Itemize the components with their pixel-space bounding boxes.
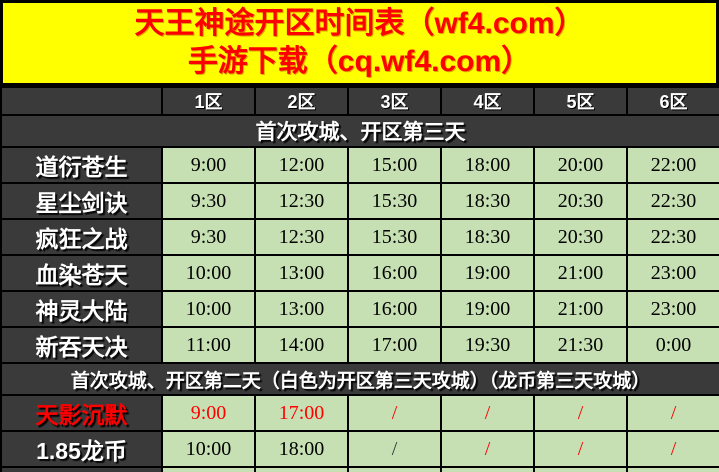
time-cell: 13:00 (254, 290, 349, 328)
zone-header-2: 2区 (254, 86, 349, 116)
time-cell: / (626, 430, 719, 468)
game-row: 疯狂之战 9:30 12:30 15:30 18:30 20:30 22:30 (0, 218, 719, 256)
zone-header-row: 1区 2区 3区 4区 5区 6区 (0, 86, 719, 116)
section1-title-row: 首次攻城、开区第三天 (0, 114, 719, 148)
game-name: 神灵大陆 (0, 290, 163, 328)
time-cell: / (440, 430, 535, 468)
time-cell: 23:00 (626, 290, 719, 328)
game-name: 疯狂之战 (0, 218, 163, 256)
time-cell: 21:00 (533, 254, 628, 292)
time-cell: 16:00 (347, 290, 442, 328)
game-name: 1.85龙币 (0, 430, 163, 468)
time-cell: 9:30 (161, 218, 256, 256)
time-cell: / (533, 430, 628, 468)
game-row: 道衍苍生 9:00 12:00 15:00 18:00 20:00 22:00 (0, 146, 719, 184)
schedule-table-body: 1区 2区 3区 4区 5区 6区 首次攻城、开区第三天 道衍苍生 9:00 12:00 15:00… (0, 86, 719, 472)
game-row: 新吞天决 11:00 14:00 17:00 19:30 21:30 0:00 (0, 326, 719, 364)
time-cell: 18:00 (440, 146, 535, 184)
time-cell: 9:00 (161, 394, 256, 432)
time-cell: 17:00 (347, 326, 442, 364)
time-cell: 17:00 (254, 394, 349, 432)
time-cell: 18:30 (440, 182, 535, 220)
time-cell: / (347, 394, 442, 432)
time-cell: 20:30 (533, 218, 628, 256)
time-cell: 20:00 (533, 146, 628, 184)
game-name: 星尘剑诀 (0, 182, 163, 220)
time-cell: 19:00 (440, 254, 535, 292)
time-cell: / (347, 430, 442, 468)
game-name: 天影沉默 (0, 394, 163, 432)
section1-title: 首次攻城、开区第三天 (0, 114, 719, 148)
time-cell: 0:00 (626, 326, 719, 364)
time-cell: / (347, 466, 442, 472)
time-cell: 19:00 (440, 290, 535, 328)
time-cell: 10:00 (161, 290, 256, 328)
time-cell: / (533, 466, 628, 472)
corner-cell (0, 86, 163, 116)
time-cell: 22:30 (626, 218, 719, 256)
time-cell: 11:00 (161, 326, 256, 364)
time-cell: 19:00 (254, 466, 349, 472)
time-cell: 10:00 (161, 254, 256, 292)
time-cell: / (440, 394, 535, 432)
game-name: 新吞天决 (0, 326, 163, 364)
time-cell: 22:30 (626, 182, 719, 220)
game-name: 道衍苍生 (0, 146, 163, 184)
time-cell: 10:00 (161, 430, 256, 468)
schedule-table: 1区 2区 3区 4区 5区 6区 首次攻城、开区第三天 道衍苍生 9:00 12:00 15:00… (0, 86, 719, 472)
section2-title: 首次攻城、开区第二天（白色为开区第三天攻城）（龙币第三天攻城） (0, 362, 719, 396)
game-name: 血染苍天 (0, 254, 163, 292)
time-cell: 11:00 (161, 466, 256, 472)
game-row: 天影沉默 9:00 17:00// / / (0, 394, 719, 432)
time-cell: 20:30 (533, 182, 628, 220)
time-cell: 13:00 (254, 254, 349, 292)
time-cell: 15:30 (347, 182, 442, 220)
time-cell: 12:00 (254, 146, 349, 184)
time-cell: 21:00 (533, 290, 628, 328)
time-cell: 16:00 (347, 254, 442, 292)
game-row: 1.85龙币 10:00 18:00// / / (0, 430, 719, 468)
time-cell: 18:00 (254, 430, 349, 468)
zone-header-5: 5区 (533, 86, 628, 116)
time-cell: 19:30 (440, 326, 535, 364)
time-cell: / (533, 394, 628, 432)
section2-title-row: 首次攻城、开区第二天（白色为开区第三天攻城）（龙币第三天攻城） (0, 362, 719, 396)
zone-header-6: 6区 (626, 86, 719, 116)
time-cell: 15:30 (347, 218, 442, 256)
time-cell: 21:30 (533, 326, 628, 364)
banner-subtitle: 手游下载（cq.wf4.com） (187, 45, 532, 78)
zone-header-3: 3区 (347, 86, 442, 116)
game-row: 星尘剑诀 9:30 12:30 15:30 18:30 20:30 22:30 (0, 182, 719, 220)
time-cell: 22:00 (626, 146, 719, 184)
time-cell: 12:30 (254, 218, 349, 256)
time-cell: / (440, 466, 535, 472)
time-cell: 18:30 (440, 218, 535, 256)
time-cell: 14:00 (254, 326, 349, 364)
zone-header-1: 1区 (161, 86, 256, 116)
game-name: 恒古纪元 (0, 466, 163, 472)
time-cell: 9:00 (161, 146, 256, 184)
time-cell: 23:00 (626, 254, 719, 292)
zone-header-4: 4区 (440, 86, 535, 116)
game-row: 血染苍天 10:00 13:00 16:00 19:00 21:00 23:00 (0, 254, 719, 292)
time-cell: 9:30 (161, 182, 256, 220)
time-cell: / (626, 394, 719, 432)
banner: 天王神途开区时间表（wf4.com） 手游下载（cq.wf4.com） (0, 0, 719, 86)
banner-title: 天王神途开区时间表（wf4.com） (134, 7, 585, 40)
game-row: 神灵大陆 10:00 13:00 16:00 19:00 21:00 23:00 (0, 290, 719, 328)
time-cell: 15:00 (347, 146, 442, 184)
time-cell: / (626, 466, 719, 472)
time-cell: 12:30 (254, 182, 349, 220)
